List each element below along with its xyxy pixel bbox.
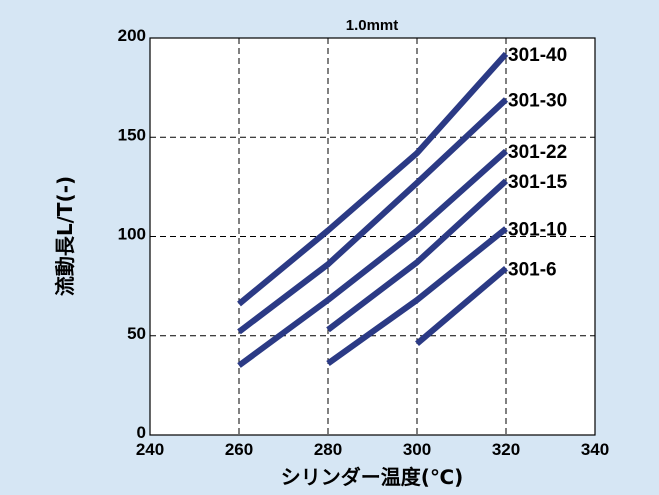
- series-line-301-40: [237, 51, 509, 307]
- series-line-301-30: [237, 97, 509, 335]
- x-tick-label: 300: [403, 440, 431, 459]
- series-line-301-15: [326, 178, 509, 333]
- x-tick-label: 320: [492, 440, 520, 459]
- y-tick-label: 200: [118, 26, 146, 45]
- series-labels: 301-40 301-30 301-22 301-15 301-10 301-6: [508, 45, 568, 280]
- series-layer: [237, 51, 509, 368]
- x-tick-label: 280: [314, 440, 342, 459]
- x-tick-label: 260: [225, 440, 253, 459]
- series-label-301-30: 301-30: [508, 91, 567, 112]
- series-label-301-15: 301-15: [508, 172, 568, 193]
- series-label-301-10: 301-10: [508, 220, 567, 241]
- series-line-301-22: [237, 148, 508, 368]
- y-axis-title: 流動長L/T(-): [53, 176, 77, 296]
- chart-title: 1.0mmt: [346, 17, 399, 34]
- y-tick-label: 100: [118, 225, 146, 244]
- y-tick-label: 150: [118, 125, 146, 144]
- series-line-301-10: [326, 226, 508, 366]
- x-tick-labels: 240 260 280 300 320 340: [136, 440, 609, 459]
- y-tick-label: 50: [127, 324, 146, 343]
- series-label-301-22: 301-22: [508, 142, 567, 163]
- series-line-301-6: [415, 266, 508, 346]
- x-axis-title: シリンダー温度(℃): [281, 465, 464, 489]
- y-tick-labels: 0 50 100 150 200: [118, 26, 146, 442]
- x-tick-label: 340: [581, 440, 609, 459]
- series-label-301-40: 301-40: [508, 45, 567, 66]
- y-tick-label: 0: [137, 423, 146, 442]
- x-tick-label: 240: [136, 440, 164, 459]
- grid: [150, 38, 595, 435]
- series-label-301-6: 301-6: [508, 259, 557, 280]
